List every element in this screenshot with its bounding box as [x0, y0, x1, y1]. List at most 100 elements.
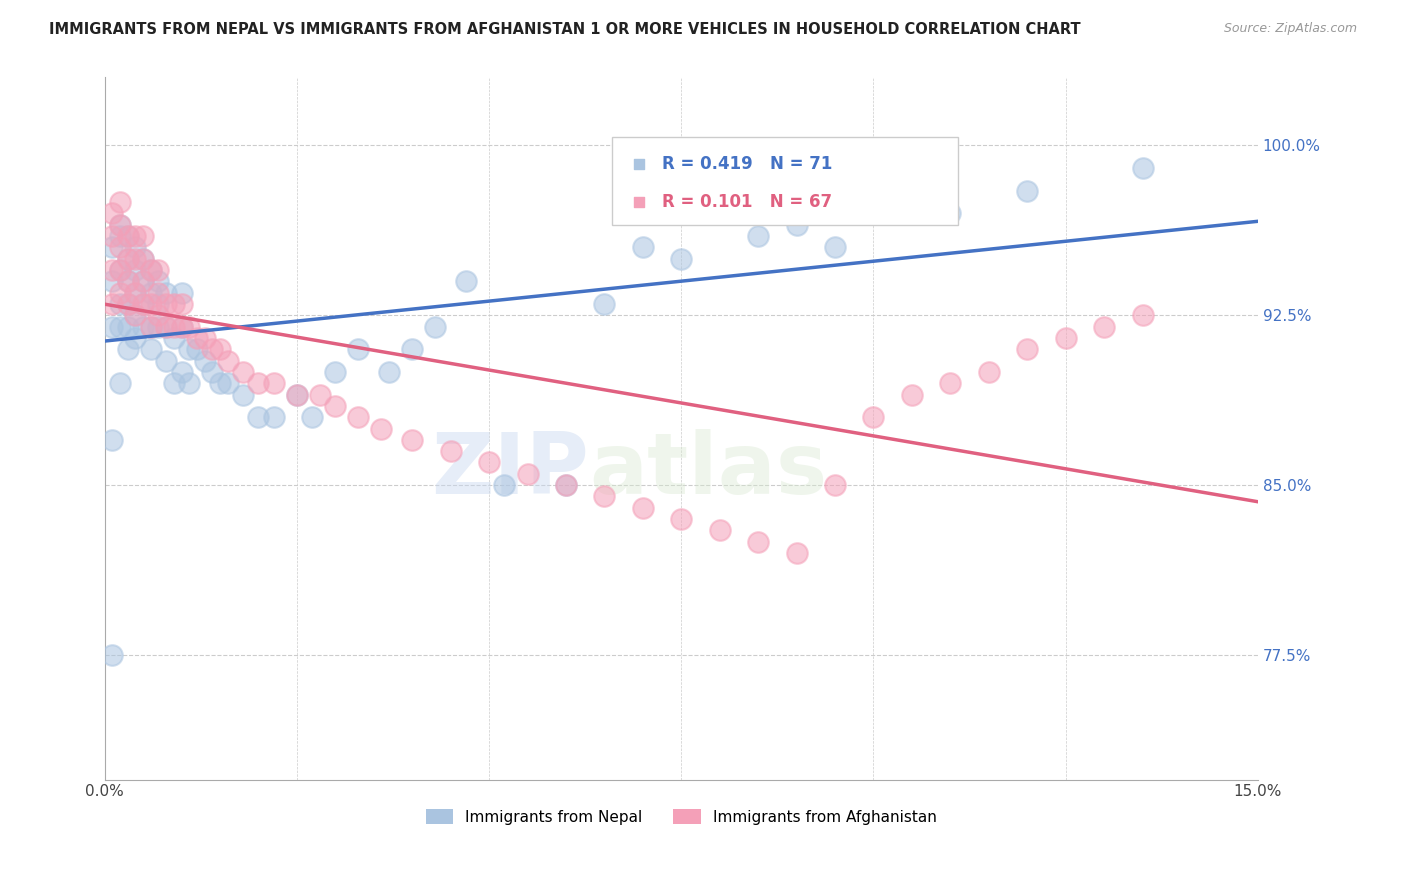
Point	[148, 297, 170, 311]
Point	[593, 490, 616, 504]
Point	[201, 343, 224, 357]
Point	[631, 240, 654, 254]
Point	[347, 343, 370, 357]
Text: R = 0.101   N = 67: R = 0.101 N = 67	[662, 193, 832, 211]
Point	[179, 376, 201, 391]
Point	[217, 376, 239, 391]
Point	[1132, 161, 1154, 175]
Point	[108, 376, 131, 391]
Point	[124, 229, 146, 244]
Point	[139, 343, 162, 357]
Point	[139, 319, 162, 334]
Point	[1054, 331, 1077, 345]
Point	[108, 194, 131, 209]
Point	[124, 240, 146, 254]
Point	[824, 478, 846, 492]
Point	[747, 229, 769, 244]
Point	[108, 218, 131, 232]
Point	[263, 410, 285, 425]
Point	[132, 319, 155, 334]
Point	[747, 534, 769, 549]
Point	[709, 524, 731, 538]
Point	[108, 263, 131, 277]
Point	[101, 648, 124, 662]
Point	[148, 263, 170, 277]
Point	[155, 319, 177, 334]
Point	[901, 387, 924, 401]
Point	[378, 365, 401, 379]
Text: atlas: atlas	[589, 429, 827, 512]
Point	[170, 297, 193, 311]
Point	[194, 353, 217, 368]
Point	[593, 297, 616, 311]
Point	[101, 274, 124, 288]
Point	[323, 365, 346, 379]
Point	[132, 252, 155, 266]
Point	[139, 263, 162, 277]
Point	[977, 365, 1000, 379]
Point	[1092, 319, 1115, 334]
Point	[671, 252, 693, 266]
Point	[132, 274, 155, 288]
Point	[516, 467, 538, 481]
Point	[117, 343, 139, 357]
Point	[208, 343, 231, 357]
FancyBboxPatch shape	[612, 137, 957, 225]
Point	[108, 319, 131, 334]
Point	[101, 206, 124, 220]
Point	[370, 421, 392, 435]
Point	[101, 319, 124, 334]
Point	[148, 285, 170, 300]
Point	[939, 376, 962, 391]
Point	[108, 218, 131, 232]
Point	[170, 319, 193, 334]
Point	[163, 297, 186, 311]
Point	[478, 455, 501, 469]
Point	[170, 285, 193, 300]
Point	[786, 546, 808, 560]
Point	[263, 376, 285, 391]
Point	[454, 274, 477, 288]
Point	[132, 252, 155, 266]
Point	[170, 365, 193, 379]
Point	[217, 353, 239, 368]
Point	[285, 387, 308, 401]
Point	[124, 308, 146, 322]
Point	[139, 319, 162, 334]
Point	[186, 343, 208, 357]
Point	[101, 297, 124, 311]
Point	[671, 512, 693, 526]
Point	[1017, 343, 1039, 357]
Point	[170, 319, 193, 334]
Point	[201, 365, 224, 379]
Point	[124, 263, 146, 277]
Point	[301, 410, 323, 425]
Point	[323, 399, 346, 413]
Text: ZIP: ZIP	[432, 429, 589, 512]
Point	[401, 433, 423, 447]
Point	[132, 297, 155, 311]
Point	[108, 263, 131, 277]
Point	[194, 331, 217, 345]
Point	[117, 252, 139, 266]
Point	[186, 331, 208, 345]
Point	[101, 433, 124, 447]
Text: R = 0.419   N = 71: R = 0.419 N = 71	[662, 155, 832, 173]
Point	[124, 331, 146, 345]
Point	[232, 365, 254, 379]
Point	[1017, 184, 1039, 198]
Point	[117, 274, 139, 288]
Point	[163, 376, 186, 391]
Point	[163, 319, 186, 334]
Point	[425, 319, 447, 334]
Point	[101, 240, 124, 254]
Point	[117, 229, 139, 244]
Point	[247, 410, 270, 425]
Point	[108, 229, 131, 244]
Point	[108, 297, 131, 311]
Point	[155, 297, 177, 311]
Point	[117, 252, 139, 266]
Point	[247, 376, 270, 391]
Point	[824, 240, 846, 254]
Point	[155, 319, 177, 334]
